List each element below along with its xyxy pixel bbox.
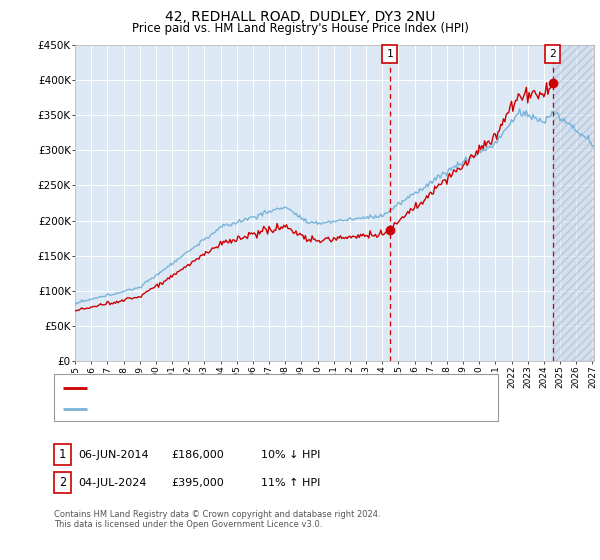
Text: 1: 1 — [386, 49, 393, 59]
Text: 1: 1 — [59, 448, 66, 461]
Text: £186,000: £186,000 — [171, 450, 224, 460]
Text: 10% ↓ HPI: 10% ↓ HPI — [261, 450, 320, 460]
Text: £395,000: £395,000 — [171, 478, 224, 488]
Text: 04-JUL-2024: 04-JUL-2024 — [78, 478, 146, 488]
Text: 11% ↑ HPI: 11% ↑ HPI — [261, 478, 320, 488]
Text: 06-JUN-2014: 06-JUN-2014 — [78, 450, 149, 460]
Bar — [553, 45, 594, 361]
Text: HPI: Average price, detached house, Dudley: HPI: Average price, detached house, Dudl… — [93, 404, 323, 414]
Text: 42, REDHALL ROAD, DUDLEY, DY3 2NU: 42, REDHALL ROAD, DUDLEY, DY3 2NU — [165, 10, 435, 24]
Text: Contains HM Land Registry data © Crown copyright and database right 2024.
This d: Contains HM Land Registry data © Crown c… — [54, 510, 380, 529]
Text: Price paid vs. HM Land Registry's House Price Index (HPI): Price paid vs. HM Land Registry's House … — [131, 22, 469, 35]
Text: 2: 2 — [549, 49, 556, 59]
Text: 42, REDHALL ROAD, DUDLEY, DY3 2NU (detached house): 42, REDHALL ROAD, DUDLEY, DY3 2NU (detac… — [93, 383, 390, 393]
Text: 2: 2 — [59, 476, 66, 489]
